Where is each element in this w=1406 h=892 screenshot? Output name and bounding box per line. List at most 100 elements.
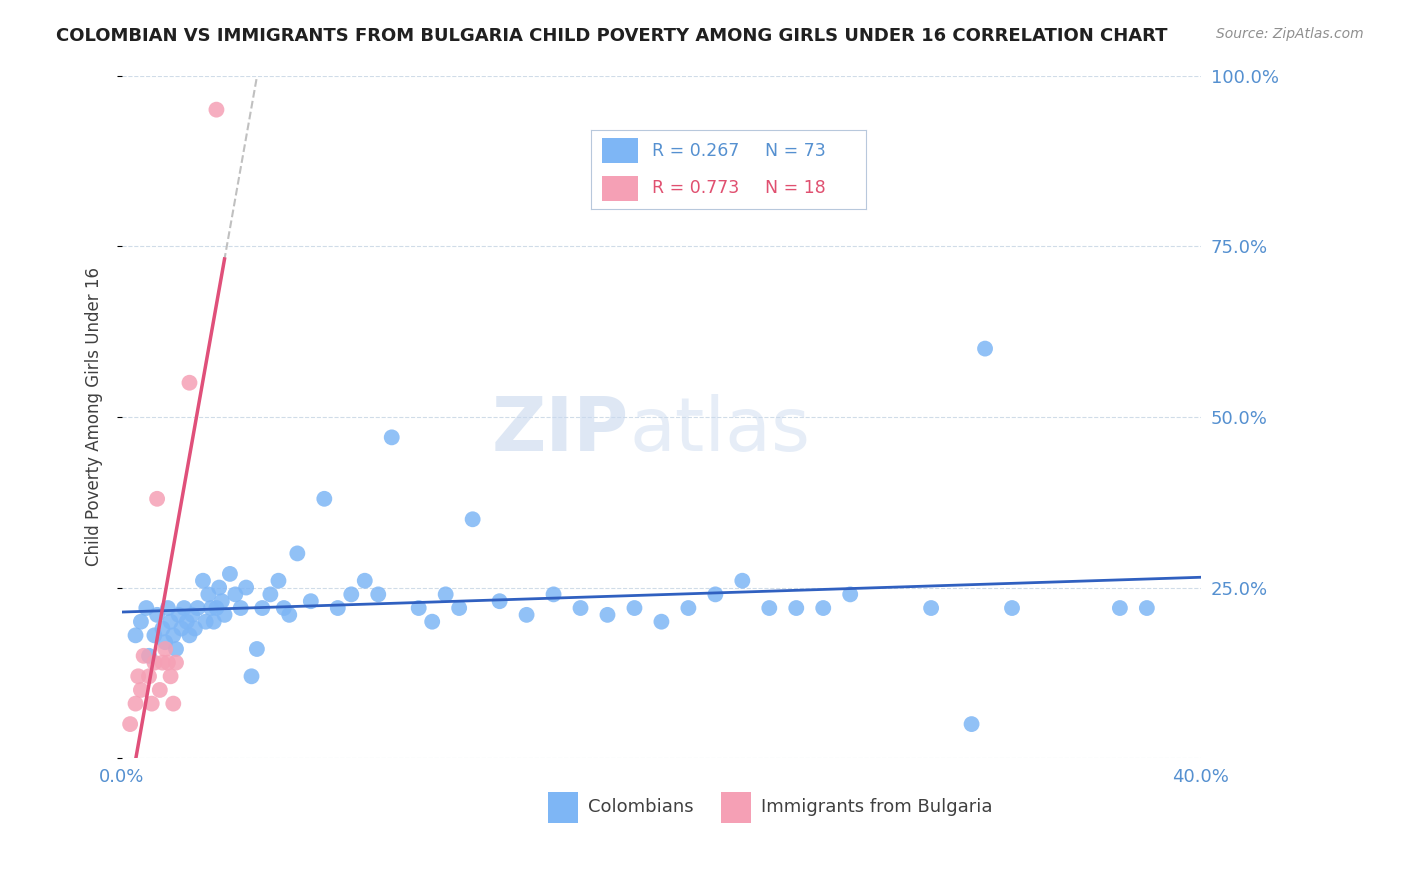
Point (219, 566, 242, 581)
Point (170, 622, 193, 636)
Point (420, 615, 443, 629)
Point (704, 587, 727, 601)
Point (273, 601, 295, 615)
Point (449, 601, 471, 615)
Text: COLOMBIAN VS IMMIGRANTS FROM BULGARIA CHILD POVERTY AMONG GIRLS UNDER 16 CORRELA: COLOMBIAN VS IMMIGRANTS FROM BULGARIA CH… (56, 27, 1168, 45)
Point (596, 607, 619, 622)
Point (167, 607, 190, 622)
Point (127, 669, 149, 683)
Point (156, 656, 179, 670)
Point (731, 574, 754, 588)
Point (340, 587, 363, 601)
Point (179, 628, 201, 642)
Point (1136, 601, 1159, 615)
Point (543, 587, 565, 601)
Point (1001, 601, 1024, 615)
Point (224, 587, 246, 601)
Point (974, 342, 997, 356)
Point (650, 615, 672, 629)
Point (138, 669, 160, 683)
Point (367, 587, 389, 601)
Point (1109, 601, 1132, 615)
Point (353, 574, 375, 588)
Point (229, 601, 252, 615)
Point (259, 587, 281, 601)
Text: ZIP: ZIP (492, 394, 628, 467)
Point (132, 648, 155, 663)
Point (785, 601, 807, 615)
Point (813, 601, 835, 615)
Point (278, 607, 301, 622)
Point (165, 642, 187, 657)
Point (839, 587, 862, 601)
Point (211, 594, 233, 608)
Text: atlas: atlas (628, 394, 810, 467)
Point (146, 607, 169, 622)
Point (623, 601, 645, 615)
Point (267, 574, 290, 588)
Point (434, 587, 457, 601)
Point (124, 628, 146, 642)
Point (159, 615, 181, 629)
Point (149, 682, 172, 697)
Point (252, 601, 274, 615)
Point (181, 607, 204, 622)
Point (381, 430, 404, 444)
Point (153, 642, 176, 657)
Point (202, 615, 225, 629)
Point (200, 601, 222, 615)
Point (214, 607, 236, 622)
Point (314, 491, 336, 506)
Text: Colombians: Colombians (588, 798, 693, 816)
Point (569, 601, 592, 615)
Point (129, 682, 152, 697)
Point (197, 587, 219, 601)
Point (488, 594, 510, 608)
Point (285, 546, 308, 560)
Point (176, 615, 198, 629)
Point (184, 622, 207, 636)
Point (165, 656, 187, 670)
Point (235, 581, 257, 595)
Point (162, 697, 184, 711)
Point (205, 103, 228, 117)
Point (246, 642, 269, 657)
Point (326, 601, 349, 615)
Point (152, 622, 174, 636)
Point (124, 697, 146, 711)
Point (129, 615, 152, 629)
Y-axis label: Child Poverty Among Girls Under 16: Child Poverty Among Girls Under 16 (86, 268, 103, 566)
Point (678, 601, 700, 615)
Point (153, 635, 176, 649)
Point (187, 601, 209, 615)
Point (516, 607, 538, 622)
Point (758, 601, 780, 615)
Point (208, 581, 231, 595)
Point (143, 628, 166, 642)
Bar (548, 792, 578, 823)
Point (141, 697, 163, 711)
Point (156, 601, 179, 615)
Point (143, 656, 166, 670)
Text: Source: ZipAtlas.com: Source: ZipAtlas.com (1216, 27, 1364, 41)
Point (194, 615, 217, 629)
Point (191, 574, 214, 588)
Bar (721, 792, 751, 823)
Point (461, 512, 484, 526)
Point (299, 594, 322, 608)
Point (205, 601, 228, 615)
Point (162, 628, 184, 642)
Point (159, 669, 181, 683)
Point (135, 601, 157, 615)
Point (120, 717, 142, 731)
Point (179, 376, 201, 390)
Text: Immigrants from Bulgaria: Immigrants from Bulgaria (761, 798, 993, 816)
Point (146, 491, 169, 506)
Point (920, 601, 942, 615)
Point (173, 601, 195, 615)
Point (240, 669, 263, 683)
Point (960, 717, 983, 731)
Point (138, 648, 160, 663)
Point (152, 656, 174, 670)
Point (408, 601, 430, 615)
